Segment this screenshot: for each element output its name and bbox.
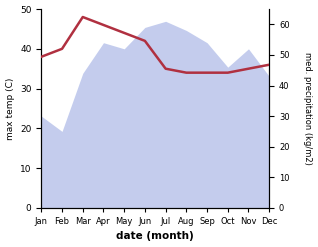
Y-axis label: max temp (C): max temp (C) [5,77,15,140]
X-axis label: date (month): date (month) [116,231,194,242]
Y-axis label: med. precipitation (kg/m2): med. precipitation (kg/m2) [303,52,313,165]
